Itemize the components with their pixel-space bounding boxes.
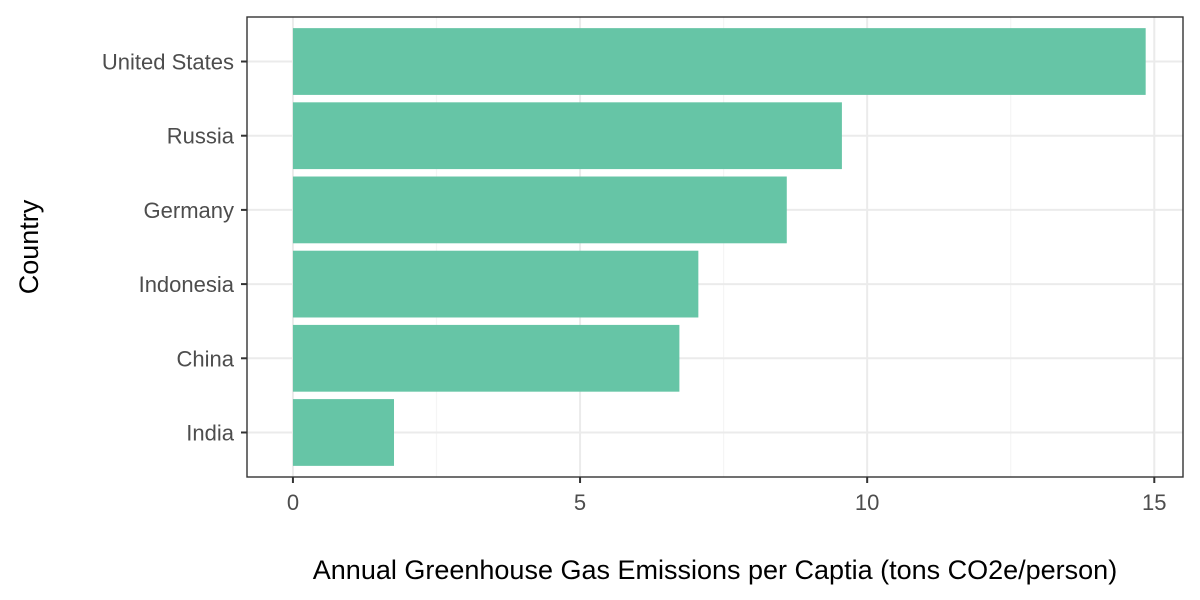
bar (292, 250, 699, 318)
y-axis-title: Country (14, 199, 44, 294)
x-tick-label: 0 (287, 490, 299, 515)
y-tick-label: India (186, 420, 234, 445)
x-tick-label: 5 (574, 490, 586, 515)
y-tick-label: United States (102, 50, 234, 75)
bar (292, 324, 680, 392)
bar (292, 28, 1146, 95)
y-tick-label: Russia (167, 124, 235, 149)
bar (292, 399, 395, 466)
x-tick-label: 10 (855, 490, 879, 515)
axis-ticks: United States Russia Germany Indonesia China… (102, 50, 1167, 515)
y-tick-label: China (177, 346, 235, 371)
bar (292, 102, 842, 170)
x-tick-label: 15 (1142, 490, 1166, 515)
bar (292, 176, 787, 244)
plot-panel-border (246, 16, 1184, 478)
y-tick-label: Germany (144, 198, 234, 223)
y-tick-label: Indonesia (139, 272, 235, 297)
bars (292, 28, 1146, 466)
x-axis-title: Annual Greenhouse Gas Emissions per Capt… (313, 555, 1117, 585)
